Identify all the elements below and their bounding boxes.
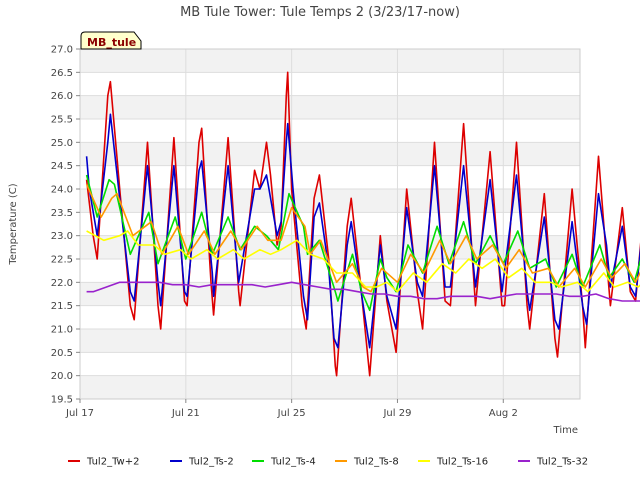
- series-line-tul2-ts-8: [85, 183, 640, 293]
- x-tick-label: Jul 25: [277, 408, 306, 419]
- x-tick-label: Aug 2: [489, 408, 518, 419]
- x-tick-label: Jul 21: [171, 408, 200, 419]
- y-axis-label: Temperature (C): [8, 183, 19, 265]
- y-tick-label: 26.0: [51, 91, 73, 102]
- y-tick-label: 23.0: [51, 231, 73, 242]
- badge-box: [80, 31, 142, 50]
- plot-band: [80, 329, 580, 353]
- y-tick-label: 20.0: [51, 371, 73, 382]
- y-tick-label: 27.0: [51, 45, 73, 56]
- y-tick-label: 21.0: [51, 325, 73, 336]
- y-tick-label: 23.5: [51, 208, 73, 219]
- plot-band: [80, 165, 580, 189]
- badge-label: MB_tule: [87, 36, 136, 49]
- series-line-tul2-ts-32: [86, 281, 640, 302]
- legend-label: Tul2_Tw+2: [86, 457, 139, 468]
- y-tick-label: 24.5: [51, 161, 73, 172]
- plot-band: [80, 119, 580, 143]
- series-line-tul2-ts-4: [85, 174, 640, 312]
- plot-band: [80, 72, 580, 96]
- plot-band: [80, 212, 580, 236]
- station-badge: MB_tule: [80, 31, 142, 50]
- legend-label: Tul2_Ts-4: [270, 457, 316, 468]
- legend-label: Tul2_Ts-2: [188, 457, 234, 468]
- series-lines: [85, 71, 640, 377]
- y-tick-label: 22.0: [51, 278, 73, 289]
- y-tick-label: 22.5: [51, 255, 73, 266]
- plot-band: [80, 375, 580, 399]
- legend-label: Tul2_Ts-16: [436, 457, 488, 468]
- y-tick-label: 25.5: [51, 115, 73, 126]
- y-tick-label: 24.0: [51, 185, 73, 196]
- plot-band: [80, 49, 580, 73]
- plot-frame: [79, 48, 581, 400]
- series-line-tul2-ts-16: [86, 230, 640, 293]
- y-axis: 19.5 20.0 20.5 21.0 21.5 22.0 22.5 23.0 23.5 24.0…: [51, 45, 80, 406]
- legend-label: Tul2_Ts-8: [353, 457, 399, 468]
- x-tick-label: Jul 17: [65, 408, 94, 419]
- y-tick-label: 25.0: [51, 138, 73, 149]
- plot-band: [80, 142, 580, 166]
- x-axis: Jul 17 Jul 21 Jul 25 Jul 29 Aug 2: [65, 399, 518, 419]
- x-tick-label: Jul 29: [382, 408, 411, 419]
- y-tick-label: 20.5: [51, 348, 73, 359]
- legend: Tul2_Tw+2 Tul2_Ts-2 Tul2_Ts-4 Tul2_Ts-8 Tul2…: [68, 457, 588, 468]
- plot-band: [80, 352, 580, 376]
- y-tick-label: 19.5: [51, 395, 73, 406]
- legend-label: Tul2_Ts-32: [536, 457, 588, 468]
- plot-band: [80, 305, 580, 329]
- y-tick-label: 21.5: [51, 301, 73, 312]
- plot-background: [80, 49, 580, 399]
- plot-band: [80, 95, 580, 119]
- plot-band: [80, 189, 580, 213]
- x-axis-label: Time: [553, 425, 578, 436]
- y-tick-label: 26.5: [51, 68, 73, 79]
- chart-title: MB Tule Tower: Tule Temps 2 (3/23/17-now…: [180, 5, 460, 20]
